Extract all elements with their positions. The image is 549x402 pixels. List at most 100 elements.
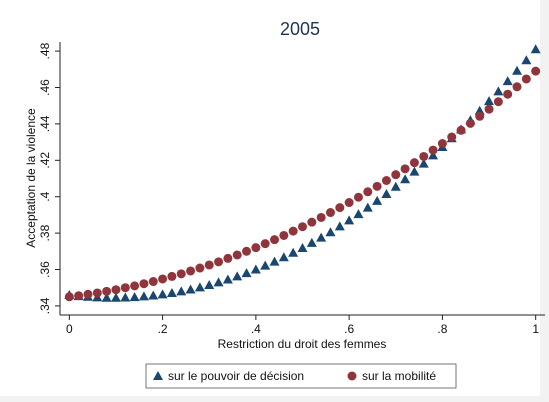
x-tick-label: .2 bbox=[158, 322, 168, 336]
circle-marker bbox=[139, 279, 149, 289]
triangle-marker bbox=[148, 290, 159, 300]
triangle-marker bbox=[316, 232, 327, 242]
circle-marker bbox=[120, 283, 130, 293]
triangle-marker bbox=[241, 268, 252, 278]
y-tick-label: .36 bbox=[38, 261, 52, 278]
circle-marker bbox=[503, 89, 513, 99]
circle-marker bbox=[465, 118, 475, 128]
circle-marker bbox=[344, 198, 354, 208]
triangle-marker bbox=[166, 287, 177, 297]
circle-marker bbox=[148, 277, 158, 287]
triangle-marker bbox=[101, 292, 112, 302]
circle-marker bbox=[475, 111, 485, 121]
circle-marker bbox=[260, 239, 270, 249]
y-tick-label: .44 bbox=[38, 115, 52, 132]
triangle-marker bbox=[493, 86, 504, 96]
circle-marker bbox=[242, 246, 252, 256]
circle-marker bbox=[279, 230, 289, 240]
x-tick-label: 0 bbox=[66, 322, 73, 336]
x-tick-label: .6 bbox=[344, 322, 354, 336]
triangle-marker bbox=[110, 292, 121, 302]
circle-marker bbox=[400, 164, 410, 174]
triangle-marker bbox=[232, 271, 243, 281]
circle-marker bbox=[111, 285, 121, 295]
triangle-marker bbox=[400, 174, 411, 184]
circle-marker bbox=[484, 104, 494, 114]
y-tick-label: .34 bbox=[38, 297, 52, 314]
circle-marker bbox=[419, 151, 429, 161]
legend-box bbox=[145, 363, 457, 389]
triangle-marker bbox=[194, 282, 205, 292]
circle-marker bbox=[158, 274, 168, 284]
triangle-marker bbox=[153, 371, 163, 380]
triangle-marker bbox=[278, 252, 289, 262]
circle-marker bbox=[335, 203, 345, 213]
circle-marker bbox=[251, 243, 261, 253]
triangle-marker bbox=[521, 55, 532, 65]
circle-marker bbox=[521, 74, 531, 84]
x-tick-label: 1 bbox=[532, 322, 539, 336]
triangle-marker bbox=[362, 202, 373, 212]
triangle-marker bbox=[409, 166, 420, 176]
triangle-marker bbox=[157, 289, 168, 299]
circle-marker bbox=[186, 266, 196, 276]
triangle-marker bbox=[484, 96, 495, 106]
x-tick-label: .8 bbox=[437, 322, 447, 336]
circle-marker bbox=[74, 291, 84, 301]
x-tick-label: .4 bbox=[251, 322, 261, 336]
triangle-marker bbox=[297, 243, 308, 253]
circle-marker bbox=[223, 253, 233, 263]
circle-marker bbox=[270, 235, 280, 245]
circle-marker bbox=[92, 288, 102, 298]
x-axis-title: Restriction du droit des femmes bbox=[218, 337, 387, 351]
circle-marker bbox=[447, 132, 457, 142]
triangle-marker bbox=[222, 274, 233, 284]
triangle-marker bbox=[288, 247, 299, 257]
circle-marker bbox=[176, 269, 186, 279]
y-tick-label: .38 bbox=[38, 224, 52, 241]
frame-edge bbox=[0, 396, 549, 402]
circle-marker bbox=[347, 371, 357, 381]
y-axis-title: Acceptation de la violence bbox=[24, 108, 38, 248]
circle-marker bbox=[428, 145, 438, 155]
triangle-marker bbox=[176, 286, 187, 296]
circle-marker bbox=[167, 271, 177, 281]
legend-label: sur le pouvoir de décision bbox=[168, 369, 304, 383]
circle-marker bbox=[232, 250, 242, 260]
triangle-marker bbox=[213, 277, 224, 287]
triangle-marker bbox=[530, 44, 541, 54]
triangle-marker bbox=[372, 195, 383, 205]
y-tick-label: .48 bbox=[38, 42, 52, 59]
circle-marker bbox=[298, 222, 307, 232]
circle-marker bbox=[204, 260, 214, 270]
triangle-marker bbox=[306, 237, 317, 247]
y-tick-label: .46 bbox=[38, 79, 52, 96]
triangle-marker bbox=[381, 188, 392, 198]
circle-marker bbox=[531, 66, 541, 76]
circle-marker bbox=[381, 176, 391, 186]
circle-marker bbox=[493, 97, 503, 107]
circle-marker bbox=[391, 170, 401, 180]
legend-label: sur la mobilité bbox=[362, 369, 436, 383]
triangle-marker bbox=[428, 150, 439, 160]
circle-marker bbox=[83, 289, 93, 299]
triangle-marker bbox=[129, 292, 140, 302]
circle-marker bbox=[195, 263, 205, 273]
circle-marker bbox=[64, 292, 74, 302]
y-tick-label: .4 bbox=[38, 191, 52, 201]
triangle-marker bbox=[334, 221, 345, 231]
circle-marker bbox=[288, 226, 298, 236]
triangle-marker bbox=[185, 284, 196, 294]
triangle-marker bbox=[418, 158, 429, 168]
triangle-marker bbox=[390, 181, 401, 191]
circle-marker bbox=[363, 187, 373, 197]
circle-marker bbox=[353, 192, 363, 202]
triangle-marker bbox=[260, 260, 271, 270]
circle-marker bbox=[316, 212, 326, 222]
triangle-marker bbox=[353, 209, 364, 219]
frame-edge bbox=[540, 0, 549, 402]
circle-marker bbox=[437, 139, 447, 149]
y-tick-label: .42 bbox=[38, 152, 52, 169]
